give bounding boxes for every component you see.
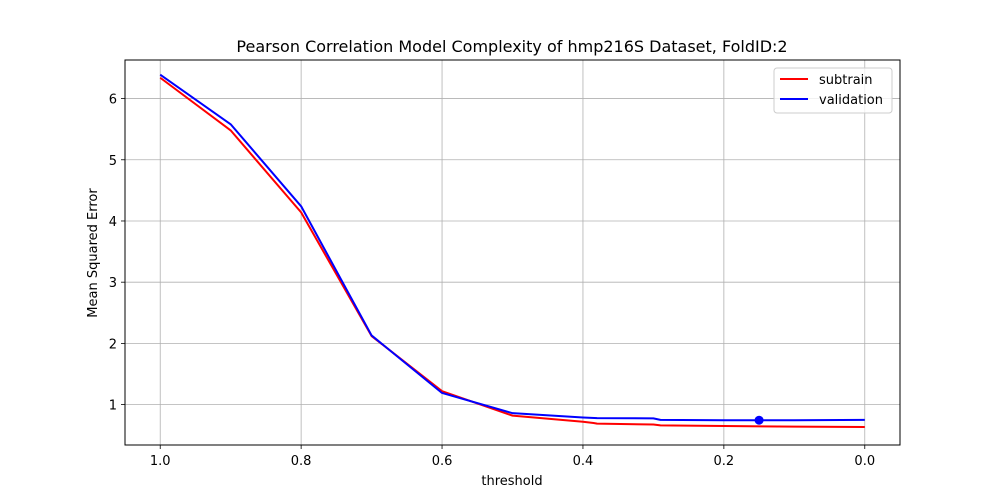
- min-marker-validation: [754, 415, 764, 425]
- series-line-validation: [159, 73, 865, 422]
- y-axis-title: Mean Squared Error: [86, 188, 101, 318]
- x-tick-label: 0.0: [854, 454, 875, 469]
- x-tick-label: 0.8: [291, 454, 312, 469]
- grid: [125, 60, 900, 445]
- y-tick-label: 2: [109, 337, 117, 352]
- series-line-subtrain: [159, 76, 865, 428]
- legend: subtrain validation: [773, 67, 893, 114]
- y-tick-label: 3: [109, 276, 117, 291]
- x-tick-label: 0.6: [432, 454, 453, 469]
- y-tick-label: 6: [109, 93, 117, 108]
- legend-label-validation: validation: [819, 93, 883, 108]
- x-tick-label: 0.4: [573, 454, 594, 469]
- x-tick-label: 1.0: [150, 454, 171, 469]
- chart-title: Pearson Correlation Model Complexity of …: [236, 37, 787, 56]
- x-axis-title: threshold: [481, 474, 542, 489]
- ticks: 1.0 0.8 0.6 0.4 0.2 0.0 1 2 3 4 5 6: [109, 93, 875, 469]
- y-tick-label: 4: [109, 215, 117, 230]
- legend-label-subtrain: subtrain: [819, 73, 873, 88]
- series-layer: [159, 73, 865, 428]
- y-tick-label: 5: [109, 154, 117, 169]
- x-tick-label: 0.2: [714, 454, 735, 469]
- plot-frame: [124, 59, 901, 446]
- y-tick-label: 1: [109, 399, 117, 414]
